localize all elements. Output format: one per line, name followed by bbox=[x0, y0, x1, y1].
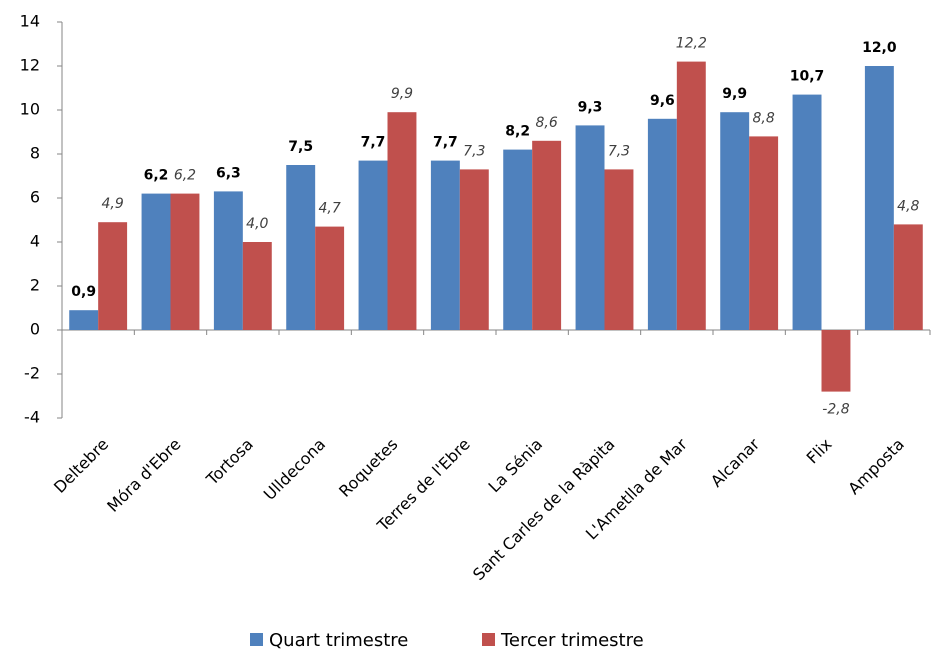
y-tick-label: -4 bbox=[24, 408, 40, 427]
bar bbox=[358, 160, 388, 330]
bar bbox=[459, 169, 489, 330]
bar bbox=[720, 112, 750, 330]
value-label: 7,5 bbox=[288, 139, 313, 155]
bar bbox=[213, 191, 243, 330]
legend-swatch bbox=[250, 633, 263, 646]
y-tick-label: -2 bbox=[24, 364, 40, 383]
y-tick-label: 12 bbox=[20, 56, 40, 75]
bar bbox=[242, 242, 272, 330]
x-tick-label: Deltebre bbox=[50, 435, 112, 497]
y-tick-label: 0 bbox=[30, 320, 40, 339]
y-tick-label: 10 bbox=[20, 100, 40, 119]
value-label: -2,8 bbox=[822, 402, 849, 418]
value-label: 7,7 bbox=[433, 135, 458, 151]
value-label: 6,2 bbox=[174, 168, 196, 184]
bar bbox=[141, 193, 171, 330]
x-tick-label: La Sénia bbox=[485, 435, 547, 497]
x-tick-label: Roquetes bbox=[335, 435, 401, 501]
value-label: 9,9 bbox=[722, 86, 747, 102]
value-label: 4,0 bbox=[246, 216, 268, 232]
bar bbox=[286, 165, 316, 330]
value-label: 7,7 bbox=[361, 135, 386, 151]
value-label: 4,9 bbox=[102, 196, 124, 212]
value-label: 6,3 bbox=[216, 165, 241, 181]
bar bbox=[749, 136, 779, 330]
bar bbox=[647, 118, 677, 330]
value-label: 12,2 bbox=[676, 36, 707, 52]
x-tick-label: Ulldecona bbox=[260, 435, 329, 504]
value-label: 9,3 bbox=[578, 99, 603, 115]
value-label: 8,6 bbox=[536, 115, 558, 131]
value-label: 0,9 bbox=[71, 284, 96, 300]
bar bbox=[387, 112, 417, 330]
x-tick-label: Amposta bbox=[844, 435, 908, 499]
value-label: 8,8 bbox=[753, 110, 775, 126]
bar bbox=[98, 222, 128, 330]
bar bbox=[792, 94, 822, 330]
bar bbox=[69, 310, 99, 330]
value-label: 7,3 bbox=[608, 143, 630, 159]
value-label: 4,8 bbox=[897, 198, 919, 214]
bar bbox=[864, 66, 894, 330]
value-label: 9,6 bbox=[650, 93, 675, 109]
y-tick-label: 8 bbox=[30, 144, 40, 163]
bar bbox=[503, 149, 533, 330]
y-tick-label: 14 bbox=[20, 12, 40, 31]
x-tick-label: Móra d'Ebre bbox=[103, 435, 184, 516]
value-label: 4,7 bbox=[319, 201, 341, 217]
y-tick-label: 6 bbox=[30, 188, 40, 207]
value-label: 12,0 bbox=[862, 40, 897, 56]
y-tick-label: 4 bbox=[30, 232, 40, 251]
value-label: 7,3 bbox=[463, 143, 485, 159]
bar bbox=[430, 160, 460, 330]
bar bbox=[170, 193, 200, 330]
x-tick-label: Alcanar bbox=[707, 434, 764, 491]
bar bbox=[532, 140, 562, 330]
value-label: 9,9 bbox=[391, 86, 413, 102]
value-label: 8,2 bbox=[505, 124, 530, 140]
y-tick-label: 2 bbox=[30, 276, 40, 295]
bar bbox=[315, 226, 345, 330]
x-tick-label: Flix bbox=[803, 435, 836, 468]
legend-label: Tercer trimestre bbox=[500, 630, 644, 651]
legend-label: Quart trimestre bbox=[269, 630, 408, 651]
bar bbox=[604, 169, 634, 330]
bar bbox=[575, 125, 605, 331]
x-tick-label: Sant Carles de la Ràpita bbox=[469, 435, 618, 584]
legend-swatch bbox=[482, 633, 495, 646]
bar bbox=[821, 330, 851, 392]
value-label: 6,2 bbox=[144, 168, 169, 184]
bar bbox=[893, 224, 923, 330]
bar bbox=[676, 61, 706, 330]
x-tick-label: Tortosa bbox=[202, 435, 257, 490]
value-label: 10,7 bbox=[790, 69, 825, 85]
